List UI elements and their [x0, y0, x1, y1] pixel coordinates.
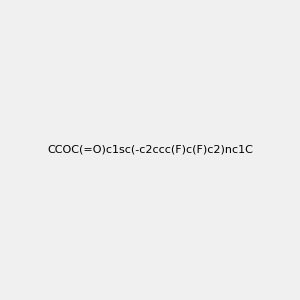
Text: CCOC(=O)c1sc(-c2ccc(F)c(F)c2)nc1C: CCOC(=O)c1sc(-c2ccc(F)c(F)c2)nc1C	[47, 145, 253, 155]
